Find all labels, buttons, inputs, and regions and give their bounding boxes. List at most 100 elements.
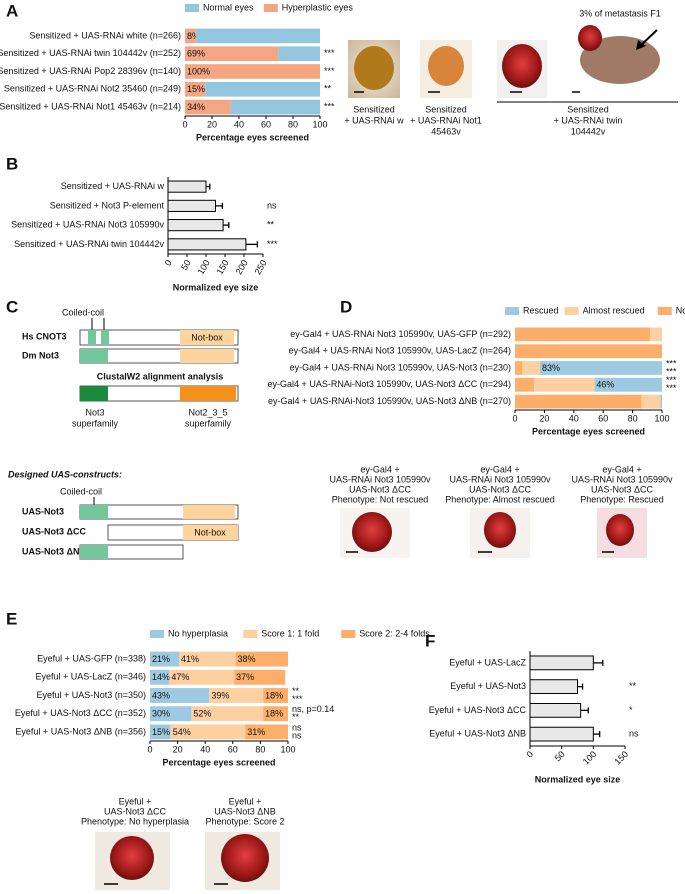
bar — [529, 655, 594, 671]
bar-segment — [150, 669, 170, 685]
legend-swatch — [150, 630, 164, 638]
label: UAS-Not3 ΔNB — [22, 546, 86, 556]
caption: Phenotype: Almost rescued — [445, 494, 555, 504]
x-tick-label: 100 — [654, 413, 669, 423]
x-tick-label: 60 — [228, 744, 238, 754]
panel-label: F — [425, 631, 435, 650]
label: Coiled-coil — [62, 307, 104, 317]
x-tick-label: 0 — [512, 413, 517, 423]
value-label: 69% — [187, 49, 205, 59]
label: Not-box — [194, 527, 226, 537]
eye — [428, 46, 464, 86]
caption: 104442v — [571, 126, 606, 136]
value-label: 83% — [542, 363, 560, 373]
photos-e: Eyeful + UAS-Not3 ΔCC Phenotype: No hype… — [81, 796, 285, 890]
significance: ns — [292, 730, 302, 740]
eye — [110, 836, 154, 880]
caption: UAS-RNAi Not3 105990v — [571, 474, 673, 484]
bar-segment — [234, 669, 286, 685]
x-tick-label: 0 — [182, 119, 187, 129]
x-tick-label: 40 — [569, 413, 579, 423]
domain — [180, 349, 234, 363]
bar — [167, 238, 247, 251]
caption: Sensitized — [567, 104, 609, 114]
bar-segment — [235, 651, 288, 667]
domain — [183, 505, 235, 519]
bar-segment — [150, 651, 179, 667]
bar — [529, 679, 578, 695]
legend-label: Rescued — [523, 305, 559, 315]
value-label: 46% — [596, 380, 614, 390]
bar-segment — [263, 688, 288, 703]
caption: ey-Gal4 + — [480, 464, 519, 474]
photos-d: ey-Gal4 + UAS-RNAi Not3 105990v UAS-Not3… — [329, 464, 673, 558]
x-tick-label: 20 — [539, 413, 549, 423]
value-label: 54% — [173, 727, 191, 737]
value-label: 34% — [187, 102, 205, 112]
category-label: Sensitized + UAS-RNAi w — [61, 181, 165, 191]
domain — [80, 505, 108, 519]
legend-swatch — [185, 4, 199, 12]
significance: ns — [292, 722, 302, 732]
legend-swatch — [505, 307, 519, 315]
panel-label: A — [6, 1, 18, 20]
domain — [101, 330, 109, 345]
value-label: 52% — [193, 709, 211, 719]
significance: * — [629, 705, 633, 715]
x-axis-title: Percentage eyes screened — [196, 132, 309, 142]
bar — [529, 702, 582, 718]
caption: Phenotype: No hyperplasia — [81, 816, 189, 826]
category-label: Sensitized + UAS-RNAi twin 104442v — [14, 239, 164, 249]
legend-swatch — [243, 630, 258, 638]
eye — [502, 44, 542, 88]
bar-segment — [522, 361, 540, 375]
significance: ns, p=0.14 — [292, 704, 334, 714]
value-label: 100% — [187, 66, 210, 76]
x-axis-title: Percentage eyes screened — [162, 757, 275, 767]
x-tick-label: 250 — [253, 258, 269, 276]
category-label: Eyeful + UAS-LacZ — [449, 657, 526, 667]
photos-a: 3% of metastasis F1 Sensitized + UAS-RNA… — [344, 8, 678, 136]
bar-segment — [150, 706, 192, 722]
label: Not3 — [85, 407, 104, 417]
significance: *** — [267, 239, 278, 249]
value-label: 18% — [265, 709, 283, 719]
category-label: ey-Gal4 + UAS-RNAi Not3 105990v, UAS-Lac… — [289, 346, 511, 356]
bar-segment — [170, 724, 246, 740]
category-label: Sensitized + UAS-RNAi white (n=266) — [29, 30, 181, 40]
caption: + UAS-RNAi w — [344, 115, 404, 125]
caption: Phenotype: Rescued — [580, 494, 664, 504]
value-label: 30% — [152, 709, 170, 719]
legend-label: Score 1: 1 fold — [261, 628, 319, 638]
caption: UAS-RNAi Not3 105990v — [329, 474, 431, 484]
caption: UAS-Not3 ΔNB — [214, 806, 276, 816]
significance: *** — [666, 358, 677, 368]
bar-segment — [185, 82, 206, 97]
panel-label: E — [6, 609, 17, 628]
domain — [180, 330, 234, 345]
category-label: Sensitized + UAS-RNAi Not3 105990v — [11, 220, 164, 230]
bar-segment — [263, 706, 288, 722]
caption: Sensitized — [353, 104, 395, 114]
bar-segment — [515, 327, 651, 342]
significance: *** — [324, 66, 335, 76]
category-label: Eyeful + UAS-Not3 ΔNB — [429, 729, 526, 739]
x-tick-label: 0 — [147, 744, 152, 754]
value-label: 15% — [187, 84, 205, 94]
bar-segment — [191, 706, 264, 722]
category-label: Eyeful + UAS-LacZ (n=346) — [35, 672, 146, 682]
bar-segment — [515, 394, 642, 409]
x-tick-label: 0 — [524, 749, 535, 760]
x-tick-label: 40 — [234, 119, 244, 129]
x-tick-label: 80 — [628, 413, 638, 423]
significance: ns — [267, 200, 277, 210]
category-label: Eyeful + UAS-GFP (n=338) — [37, 653, 146, 663]
eye — [352, 512, 392, 552]
significance: ** — [292, 712, 300, 722]
legend-label: Almost rescued — [583, 305, 645, 315]
caption: + UAS-RNAi Not1 — [410, 115, 482, 125]
legend-label: Normal eyes — [203, 2, 254, 12]
eye — [578, 25, 602, 51]
x-tick-label: 80 — [288, 119, 298, 129]
